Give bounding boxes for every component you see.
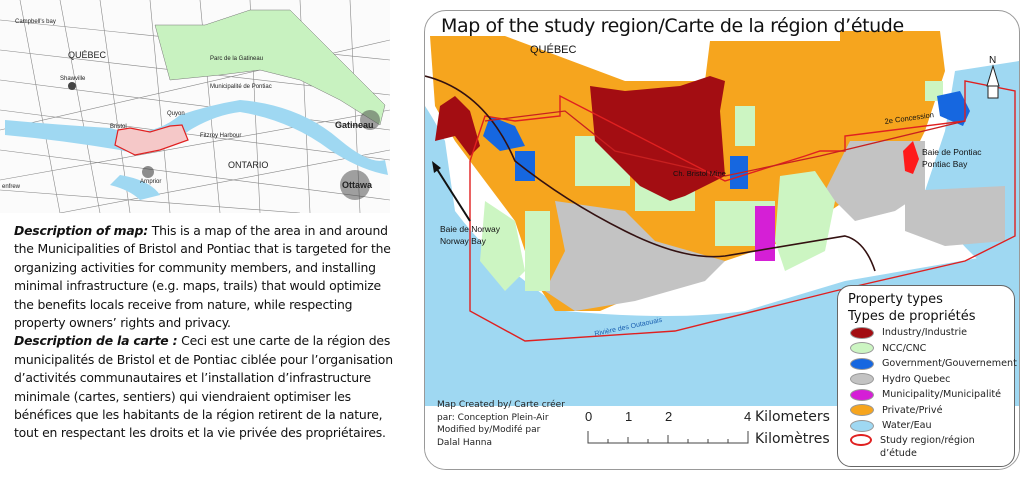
label-norway-bay-en: Norway Bay xyxy=(440,236,487,246)
label-renfrew: enfrew xyxy=(2,184,21,190)
legend-swatch-icon xyxy=(850,419,874,432)
legend-label: Hydro Quebec xyxy=(882,373,951,385)
ottawa-river xyxy=(5,100,388,175)
legend-label: Private/Privé xyxy=(882,404,943,416)
description-fr-heading: Description de la carte : xyxy=(14,333,178,349)
pontiac-bay-red xyxy=(903,141,919,174)
legend-title-en: Property types xyxy=(848,292,943,307)
scale-ruler xyxy=(587,431,749,444)
description-en-heading: Description of map: xyxy=(14,223,148,238)
label-municipalite-pontiac: Municipalité de Pontiac xyxy=(210,84,272,90)
credit-line: par: Conception Plein-Air xyxy=(437,412,549,423)
industry-land xyxy=(435,76,725,201)
legend-swatch-icon xyxy=(850,388,874,401)
description-fr-text: Ceci est une carte de la région des muni… xyxy=(14,333,393,441)
study-region-outline xyxy=(114,124,189,156)
scale-bar: 0 1 2 4 Kilometers Kilomètres xyxy=(585,409,835,459)
legend-item: Industry/Industrie xyxy=(850,325,1014,341)
scale-unit-fr: Kilomètres xyxy=(755,431,830,447)
north-arrow-label: N xyxy=(989,55,996,66)
legend: Property types Types de propriétés Indus… xyxy=(837,285,1017,467)
legend-swatch-icon xyxy=(850,326,874,339)
legend-label: Water/Eau xyxy=(882,420,932,432)
municipality-land xyxy=(755,206,775,261)
credit-line: Modified by/Modifé par xyxy=(437,425,541,435)
credit-line: Map Created by/ Carte créer xyxy=(437,400,565,410)
label-quebec: QUÉBEC xyxy=(68,50,107,60)
north-arrow-icon xyxy=(986,64,1000,99)
label-quyon: Quyon xyxy=(167,111,185,117)
legend-title-fr: Types de propriétés xyxy=(848,309,976,324)
label-fitzroy: Fitzroy Harbour xyxy=(200,133,241,139)
label-bristol-mine: Ch. Bristol Mine xyxy=(673,169,726,178)
legend-swatch-icon xyxy=(850,404,874,417)
label-arnprior: Arnprior xyxy=(140,179,161,185)
legend-item: Hydro Quebec xyxy=(850,372,1014,388)
label-campbells-bay: Campbell's bay xyxy=(15,19,56,25)
label-shawville: Shawville xyxy=(60,76,86,82)
label-bristol: Bristol xyxy=(110,124,127,130)
scale-unit-en: Kilometers xyxy=(755,409,830,425)
scale-tick-label: 2 xyxy=(665,409,673,424)
legend-item: Government/Gouvernement xyxy=(850,356,1017,372)
legend-swatch-icon xyxy=(850,373,874,386)
legend-label: NCC/CNC xyxy=(882,342,927,354)
description-fr: Description de la carte : Ceci est une c… xyxy=(14,332,394,442)
map-credits: Map Created by/ Carte créer par: Concept… xyxy=(437,399,565,449)
scale-tick-label: 4 xyxy=(744,409,752,424)
legend-swatch-icon xyxy=(850,342,874,355)
legend-item: Water/Eau xyxy=(850,418,1014,434)
description-en: Description of map: This is a map of the… xyxy=(14,222,394,332)
label-ontario: ONTARIO xyxy=(228,160,268,170)
legend-item: Municipality/Municipalité xyxy=(850,387,1014,403)
scale-tick-label: 1 xyxy=(625,409,633,424)
ncc-land xyxy=(480,81,943,291)
label-parc-gatineau: Parc de la Gatineau xyxy=(210,56,263,62)
study-map-title: Map of the study region/Carte de la régi… xyxy=(441,15,904,37)
road-bristol-mine xyxy=(484,110,966,177)
scale-tick-label: 0 xyxy=(585,409,593,424)
parc-gatineau-area xyxy=(154,9,386,126)
label-pontiac-bay-fr: Baie de Pontiac xyxy=(922,147,982,157)
legend-item: Study region/région d’étude xyxy=(850,433,1014,462)
legend-label: Government/Gouvernement xyxy=(882,358,1017,370)
label-gatineau: Gatineau xyxy=(335,120,374,130)
study-map-panel: QUÉBEC Ch. Bristol Mine 2e Concession Ba… xyxy=(424,10,1020,470)
description-en-text: This is a map of the area in and around … xyxy=(14,223,391,331)
legend-label: Study region/région d’étude xyxy=(880,434,975,459)
label-quebec: QUÉBEC xyxy=(530,43,577,56)
map-description: Description of map: This is a map of the… xyxy=(14,222,394,443)
hydro-quebec-land xyxy=(545,201,725,311)
label-norway-bay-fr: Baie de Norway xyxy=(440,224,501,234)
arrow-to-norway-bay xyxy=(434,165,471,222)
legend-item: Private/Privé xyxy=(850,403,1014,419)
railway-line xyxy=(425,75,876,272)
legend-label: Municipality/Municipalité xyxy=(882,389,1002,401)
overview-map: Campbell's bay QUÉBEC Shawville Parc de … xyxy=(0,0,390,213)
label-pontiac-bay-en: Pontiac Bay xyxy=(922,159,968,169)
legend-swatch-icon xyxy=(850,433,872,446)
urban-areas xyxy=(68,82,380,200)
credit-line: Dalal Hanna xyxy=(437,437,493,448)
legend-label: Industry/Industrie xyxy=(882,327,968,339)
legend-swatch-icon xyxy=(850,357,874,370)
legend-item: NCC/CNC xyxy=(850,341,1014,357)
label-ottawa: Ottawa xyxy=(342,180,373,190)
